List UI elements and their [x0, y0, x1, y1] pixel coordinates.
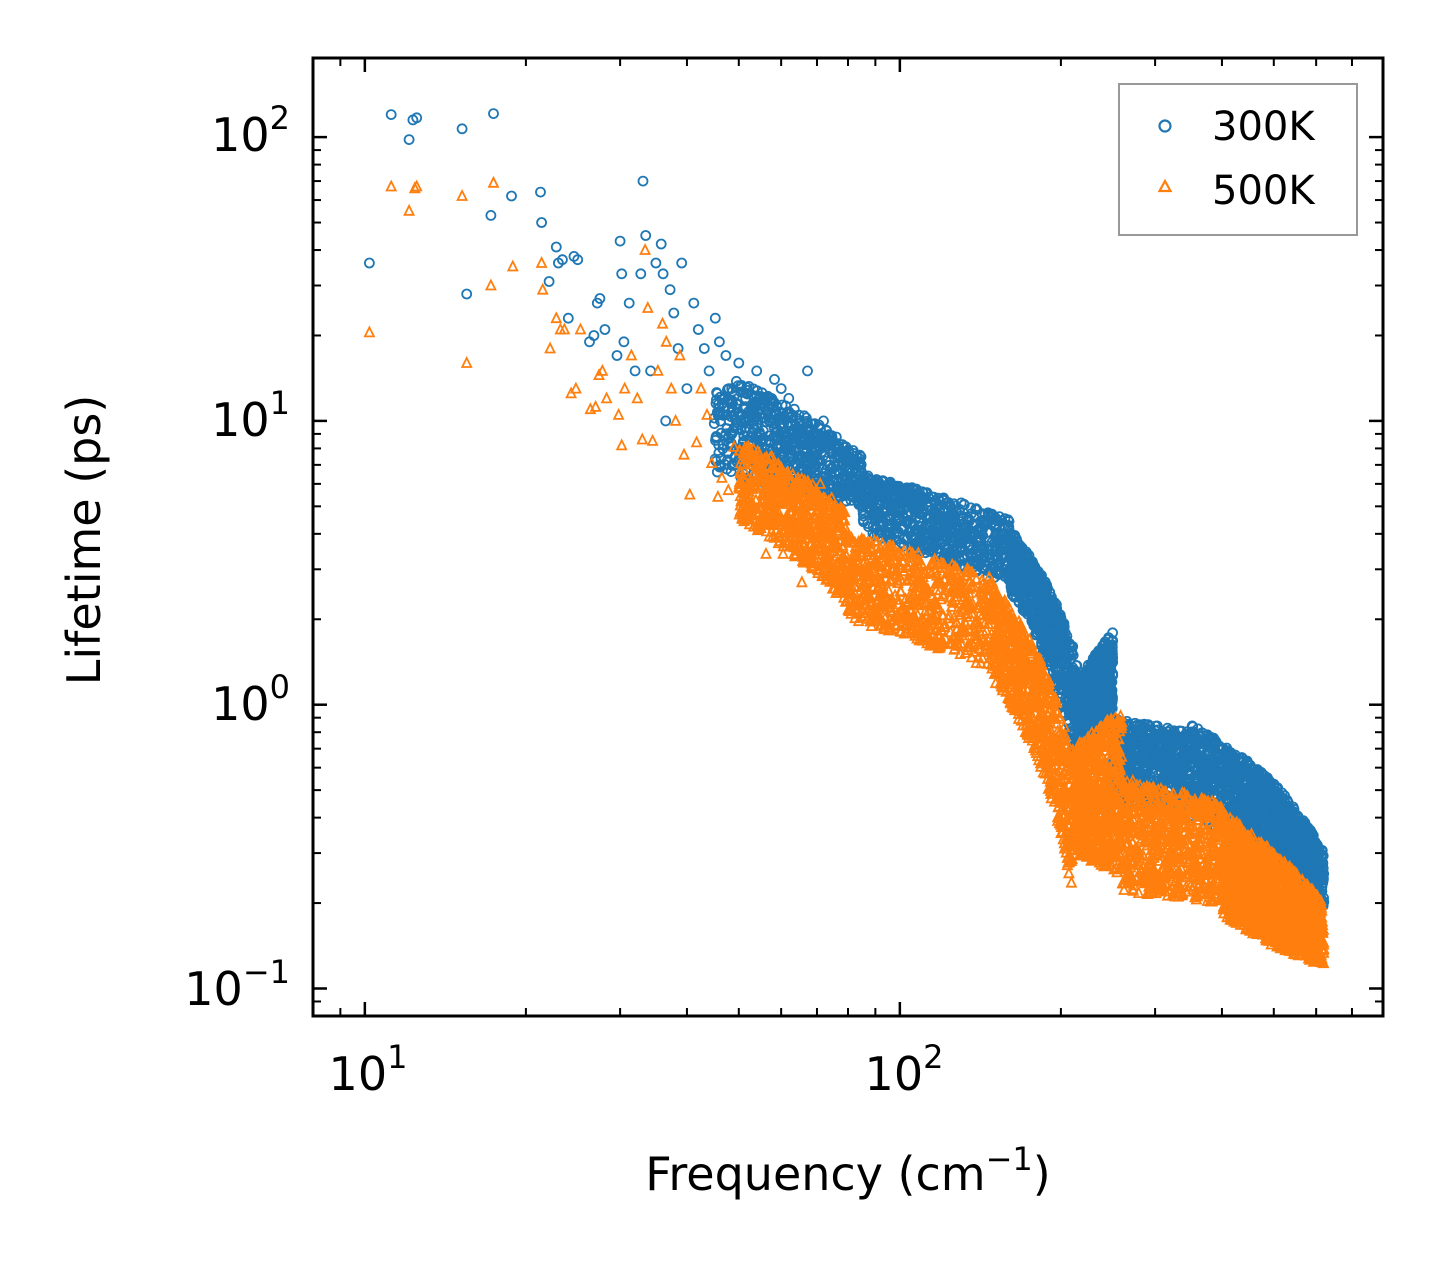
- point-300k: [637, 175, 649, 187]
- point-300k: [788, 435, 800, 447]
- point-300k: [488, 108, 499, 119]
- point-300k: [845, 494, 857, 506]
- point-300k: [664, 284, 676, 296]
- point-300k: [461, 288, 473, 300]
- point-300k: [657, 268, 669, 280]
- point-300k: [650, 257, 662, 269]
- point-300k: [776, 399, 788, 411]
- point-300k: [456, 123, 468, 135]
- point-300k: [763, 401, 775, 413]
- point-300k: [786, 428, 798, 440]
- point-300k: [800, 412, 812, 424]
- point-300k: [769, 373, 780, 385]
- point-300k: [733, 357, 745, 369]
- point-300k: [618, 336, 630, 348]
- point-300k: [562, 312, 574, 324]
- point-300k: [717, 443, 729, 455]
- point-300k: [834, 468, 846, 480]
- point-300k: [731, 397, 742, 409]
- point-300k: [820, 430, 832, 442]
- point-300k: [711, 388, 723, 399]
- point-300k: [640, 230, 652, 241]
- point-300k: [843, 476, 855, 488]
- point-300k: [718, 438, 729, 450]
- point-300k: [855, 459, 867, 471]
- point-300k: [805, 455, 817, 467]
- point-300k: [708, 418, 720, 430]
- point-300k: [385, 109, 397, 120]
- point-300k: [550, 241, 562, 253]
- point-300k: [775, 383, 787, 395]
- point-300k: [363, 257, 375, 269]
- point-300k: [751, 365, 763, 377]
- point-300k: [785, 441, 797, 453]
- point-300k: [732, 416, 744, 428]
- point-300k: [635, 268, 647, 280]
- point-300k: [725, 429, 737, 441]
- point-300k: [655, 238, 667, 250]
- point-300k: [668, 307, 680, 319]
- point-300k: [731, 375, 742, 387]
- point-300k: [536, 217, 547, 228]
- point-300k: [839, 455, 851, 467]
- point-300k: [614, 235, 626, 247]
- point-300k: [720, 350, 732, 361]
- point-300k: [692, 324, 704, 335]
- point-300k: [681, 383, 693, 395]
- point-300k: [840, 495, 851, 507]
- point-300k: [827, 446, 839, 458]
- point-300k: [787, 409, 799, 421]
- point-300k: [729, 459, 741, 471]
- point-300k: [485, 209, 497, 221]
- point-300k: [738, 430, 750, 442]
- point-300k: [714, 407, 725, 419]
- point-300k: [719, 458, 730, 470]
- point-300k: [688, 297, 700, 309]
- point-300k: [738, 414, 750, 425]
- point-300k: [752, 404, 764, 416]
- scatter-points: [363, 108, 1330, 969]
- point-300k: [676, 257, 688, 269]
- point-300k: [698, 343, 710, 354]
- point-300k: [803, 430, 815, 442]
- point-300k: [769, 409, 781, 421]
- point-300k: [743, 380, 755, 392]
- point-300k: [616, 268, 628, 280]
- point-300k: [805, 462, 816, 474]
- point-300k: [717, 397, 728, 409]
- point-300k: [775, 431, 787, 443]
- point-300k: [794, 464, 806, 476]
- point-300k: [955, 497, 967, 509]
- point-300k: [588, 330, 600, 341]
- point-300k: [722, 383, 734, 395]
- point-300k: [535, 186, 546, 198]
- point-300k: [714, 336, 725, 348]
- point-300k: [802, 365, 813, 377]
- point-300k: [768, 415, 780, 426]
- point-300k: [611, 350, 623, 361]
- point-300k: [584, 336, 595, 348]
- point-300k: [403, 134, 415, 146]
- point-300k: [629, 365, 641, 377]
- point-300k: [709, 312, 721, 324]
- point-300k: [755, 430, 767, 442]
- point-300k: [623, 297, 635, 309]
- point-300k: [794, 433, 806, 445]
- point-300k: [815, 447, 827, 459]
- point-300k: [971, 504, 983, 516]
- point-300k: [703, 365, 715, 377]
- point-300k: [786, 451, 798, 463]
- point-300k: [506, 190, 517, 202]
- point-300k: [599, 324, 611, 335]
- point-300k: [719, 430, 730, 442]
- point-300k: [543, 276, 555, 287]
- point-300k: [660, 415, 672, 427]
